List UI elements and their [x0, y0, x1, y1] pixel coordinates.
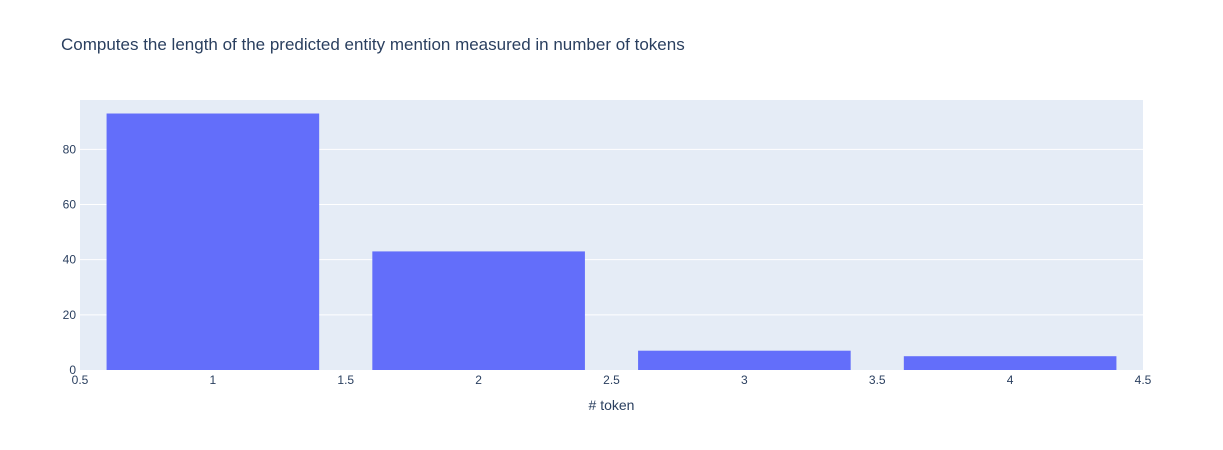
y-axis-ticks: 0 20 40 60 80: [63, 142, 77, 377]
x-axis-ticks: 0.5 1 1.5 2 2.5 3 3.5 4 4.5: [72, 373, 1152, 387]
x-axis-title: # token: [589, 397, 635, 413]
x-tick-label: 2: [475, 373, 482, 387]
bar-3[interactable]: [638, 350, 851, 370]
x-tick-label: 3: [741, 373, 748, 387]
y-tick-label: 60: [63, 198, 77, 212]
chart-title: Computes the length of the predicted ent…: [61, 35, 685, 54]
x-tick-label: 4: [1007, 373, 1014, 387]
y-tick-label: 40: [63, 253, 77, 267]
x-tick-label: 3.5: [869, 373, 886, 387]
x-tick-label: 1: [210, 373, 217, 387]
bar-2[interactable]: [372, 251, 585, 370]
x-tick-label: 0.5: [72, 373, 89, 387]
x-tick-label: 4.5: [1135, 373, 1152, 387]
bar-1[interactable]: [106, 113, 320, 370]
y-tick-label: 20: [63, 308, 77, 322]
bar-4[interactable]: [903, 356, 1117, 370]
x-tick-label: 2.5: [603, 373, 620, 387]
x-tick-label: 1.5: [337, 373, 354, 387]
bars: [106, 113, 1117, 370]
y-tick-label: 80: [63, 142, 77, 156]
y-tick-label: 0: [69, 363, 76, 377]
